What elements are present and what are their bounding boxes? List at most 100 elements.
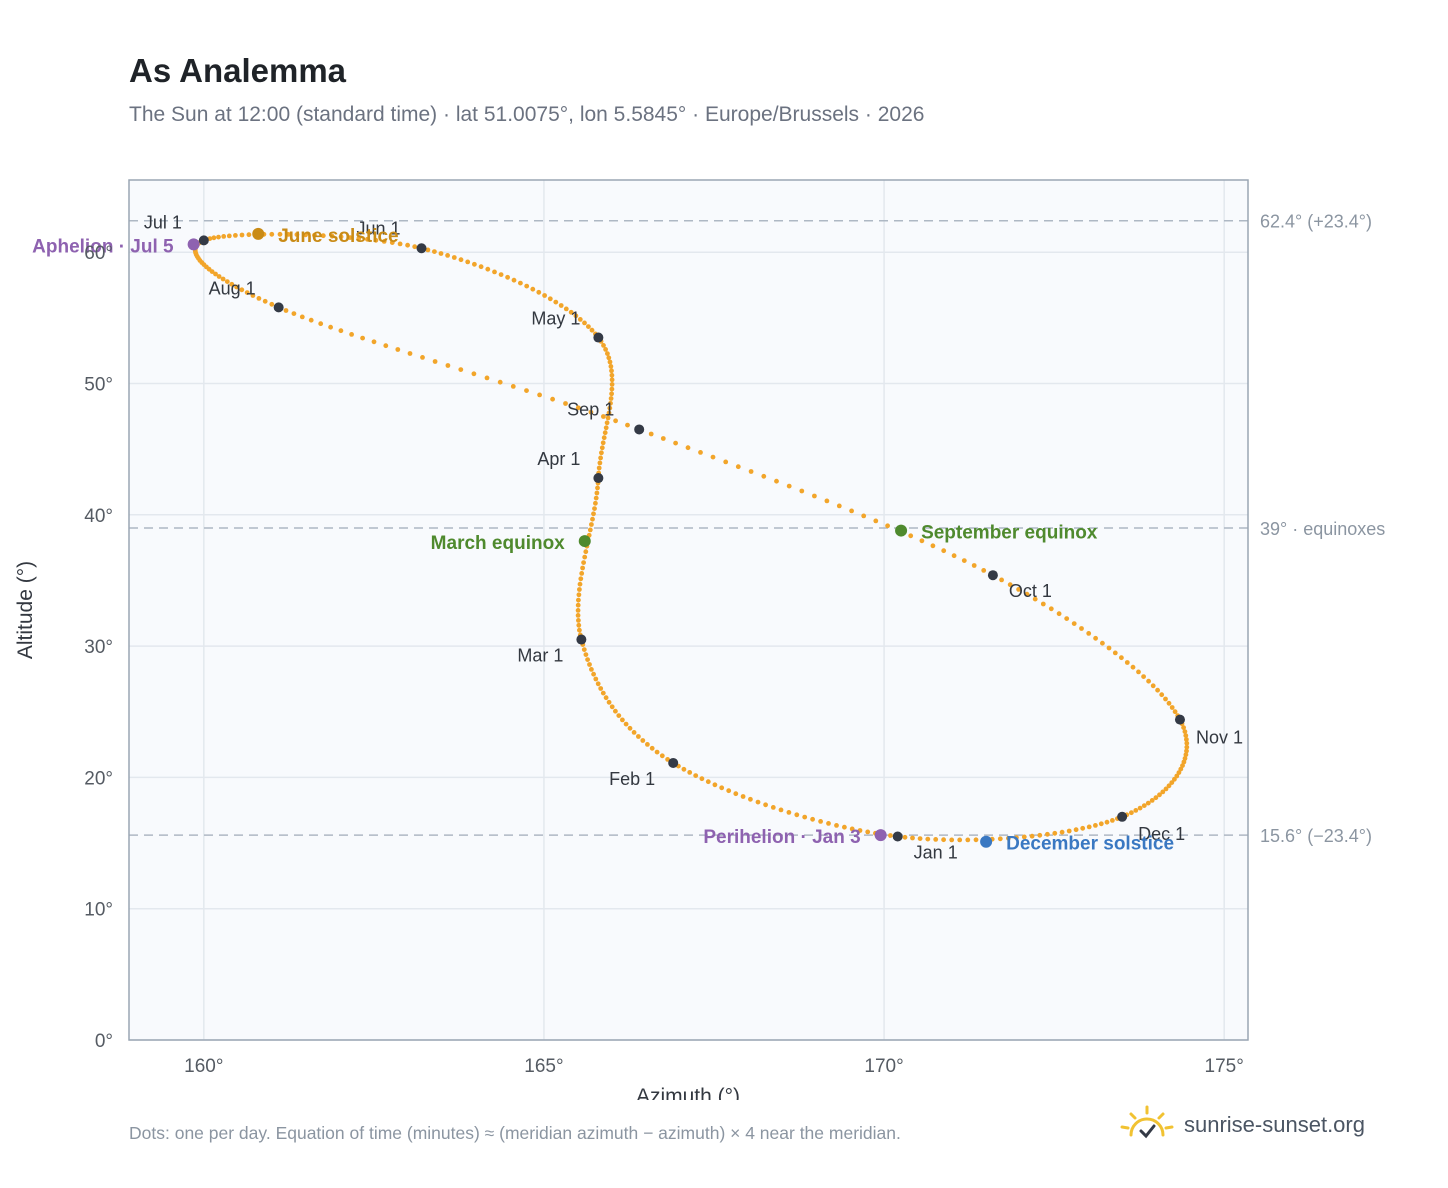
daily-sun-dot	[595, 681, 601, 687]
daily-sun-dot	[763, 802, 768, 808]
daily-sun-dot	[547, 296, 553, 302]
daily-sun-dot	[818, 819, 823, 824]
daily-sun-dot	[586, 324, 591, 329]
chart-subtitle: The Sun at 12:00 (standard time) · lat 5…	[129, 103, 925, 126]
daily-sun-dot	[951, 553, 957, 559]
daily-sun-dot	[577, 627, 582, 633]
daily-sun-dot	[1079, 626, 1084, 631]
month-marker	[198, 235, 209, 246]
daily-sun-dot	[1124, 660, 1130, 665]
daily-sun-dot	[438, 251, 444, 256]
daily-sun-dot	[601, 414, 606, 419]
x-axis-title: Azimuth (°)	[636, 1085, 740, 1100]
daily-sun-dot	[1048, 606, 1054, 612]
daily-sun-dot	[553, 299, 559, 305]
daily-sun-dot	[1163, 786, 1169, 792]
daily-sun-dot	[338, 328, 344, 334]
daily-sun-dot	[857, 828, 863, 833]
daily-sun-dot	[733, 791, 739, 797]
y-tick-label: 30°	[84, 637, 113, 658]
month-marker	[634, 424, 645, 435]
daily-sun-dot	[505, 274, 510, 280]
daily-sun-dot	[1184, 744, 1190, 750]
brand-name[interactable]: sunrise-sunset.org	[1184, 1112, 1365, 1137]
daily-sun-dot	[726, 788, 732, 794]
daily-sun-dot	[1133, 808, 1139, 813]
daily-sun-dot	[778, 807, 784, 813]
daily-sun-dot	[347, 235, 353, 241]
daily-sun-dot	[1169, 705, 1175, 710]
x-tick-label: 170°	[864, 1056, 903, 1077]
daily-sun-dot	[600, 440, 606, 446]
daily-sun-dot	[645, 742, 650, 747]
daily-sun-dot	[673, 440, 678, 446]
y-tick-label: 20°	[84, 768, 113, 789]
daily-sun-dot	[425, 247, 431, 253]
month-marker	[892, 831, 903, 842]
analemma-chart: 62.4° (+23.4°) 39° · equinoxes 15.6° (−23.…	[14, 179, 1385, 1100]
daily-sun-dot	[594, 490, 600, 496]
daily-sun-dot	[1149, 798, 1155, 803]
reference-line-label: 15.6° (−23.4°)	[1260, 826, 1372, 846]
daily-sun-dot	[861, 513, 867, 519]
daily-sun-dot	[685, 445, 691, 451]
daily-sun-dot	[1153, 795, 1159, 801]
daily-sun-dot	[405, 242, 410, 248]
daily-sun-dot	[602, 430, 608, 436]
daily-sun-dot	[1104, 819, 1110, 825]
daily-sun-dot	[591, 511, 596, 517]
daily-sun-dot	[705, 779, 711, 785]
daily-sun-dot	[591, 671, 596, 677]
daily-sun-dot	[226, 233, 232, 239]
month-label: May 1	[531, 309, 580, 329]
event-marker	[187, 238, 200, 251]
daily-sun-dot	[583, 652, 589, 657]
month-label: Feb 1	[609, 769, 655, 789]
daily-sun-dot	[1141, 674, 1146, 679]
daily-sun-dot	[659, 753, 665, 759]
daily-sun-dot	[286, 232, 291, 237]
daily-sun-dot	[755, 799, 761, 805]
daily-sun-dot	[581, 647, 587, 652]
daily-sun-dot	[256, 296, 262, 301]
axis-ticks: 160° 165° 170° 175° 0° 10° 20° 30° 40° 50° 60°	[84, 243, 1244, 1077]
daily-sun-dot	[613, 418, 618, 424]
daily-sun-dot	[1160, 789, 1166, 795]
daily-sun-dot	[623, 721, 629, 727]
daily-sun-dot	[606, 355, 612, 361]
event-label: December solstice	[1006, 834, 1174, 855]
daily-sun-dot	[593, 495, 599, 501]
month-label: Dec 1	[1138, 824, 1185, 844]
daily-sun-dot	[590, 516, 595, 522]
y-tick-label: 60°	[84, 243, 113, 264]
daily-sun-dot	[1021, 834, 1027, 840]
daily-sun-dot	[1014, 835, 1019, 840]
daily-sun-dot	[451, 255, 457, 260]
daily-sun-dot	[1137, 805, 1143, 811]
daily-sun-dot	[1184, 740, 1190, 746]
daily-sun-dot	[318, 321, 324, 327]
daily-sun-dot	[587, 662, 592, 667]
daily-sun-dot	[606, 699, 612, 705]
daily-sun-dot	[1159, 692, 1165, 698]
daily-sun-dot	[1183, 733, 1189, 738]
daily-sun-dot	[575, 608, 581, 613]
daily-sun-dot	[1184, 748, 1189, 754]
daily-sun-dot	[1174, 773, 1180, 779]
daily-sun-dot	[609, 368, 614, 374]
month-marker	[593, 473, 604, 484]
daily-sun-dot	[1136, 669, 1141, 675]
daily-sun-dot	[794, 812, 800, 818]
daily-sun-dot	[836, 503, 842, 509]
daily-sun-dot	[609, 386, 615, 392]
daily-sun-dot	[609, 704, 615, 710]
brand[interactable]: sunrise-sunset.org	[1120, 1103, 1365, 1147]
daily-sun-dot	[723, 459, 729, 465]
daily-sun-dot	[598, 686, 604, 691]
daily-sun-dot	[1029, 833, 1035, 839]
daily-sun-dot	[589, 327, 595, 333]
daily-sun-dot	[458, 257, 464, 263]
daily-sun-dot	[620, 717, 625, 723]
daily-sun-dot	[625, 422, 630, 428]
daily-sun-dot	[580, 565, 585, 571]
